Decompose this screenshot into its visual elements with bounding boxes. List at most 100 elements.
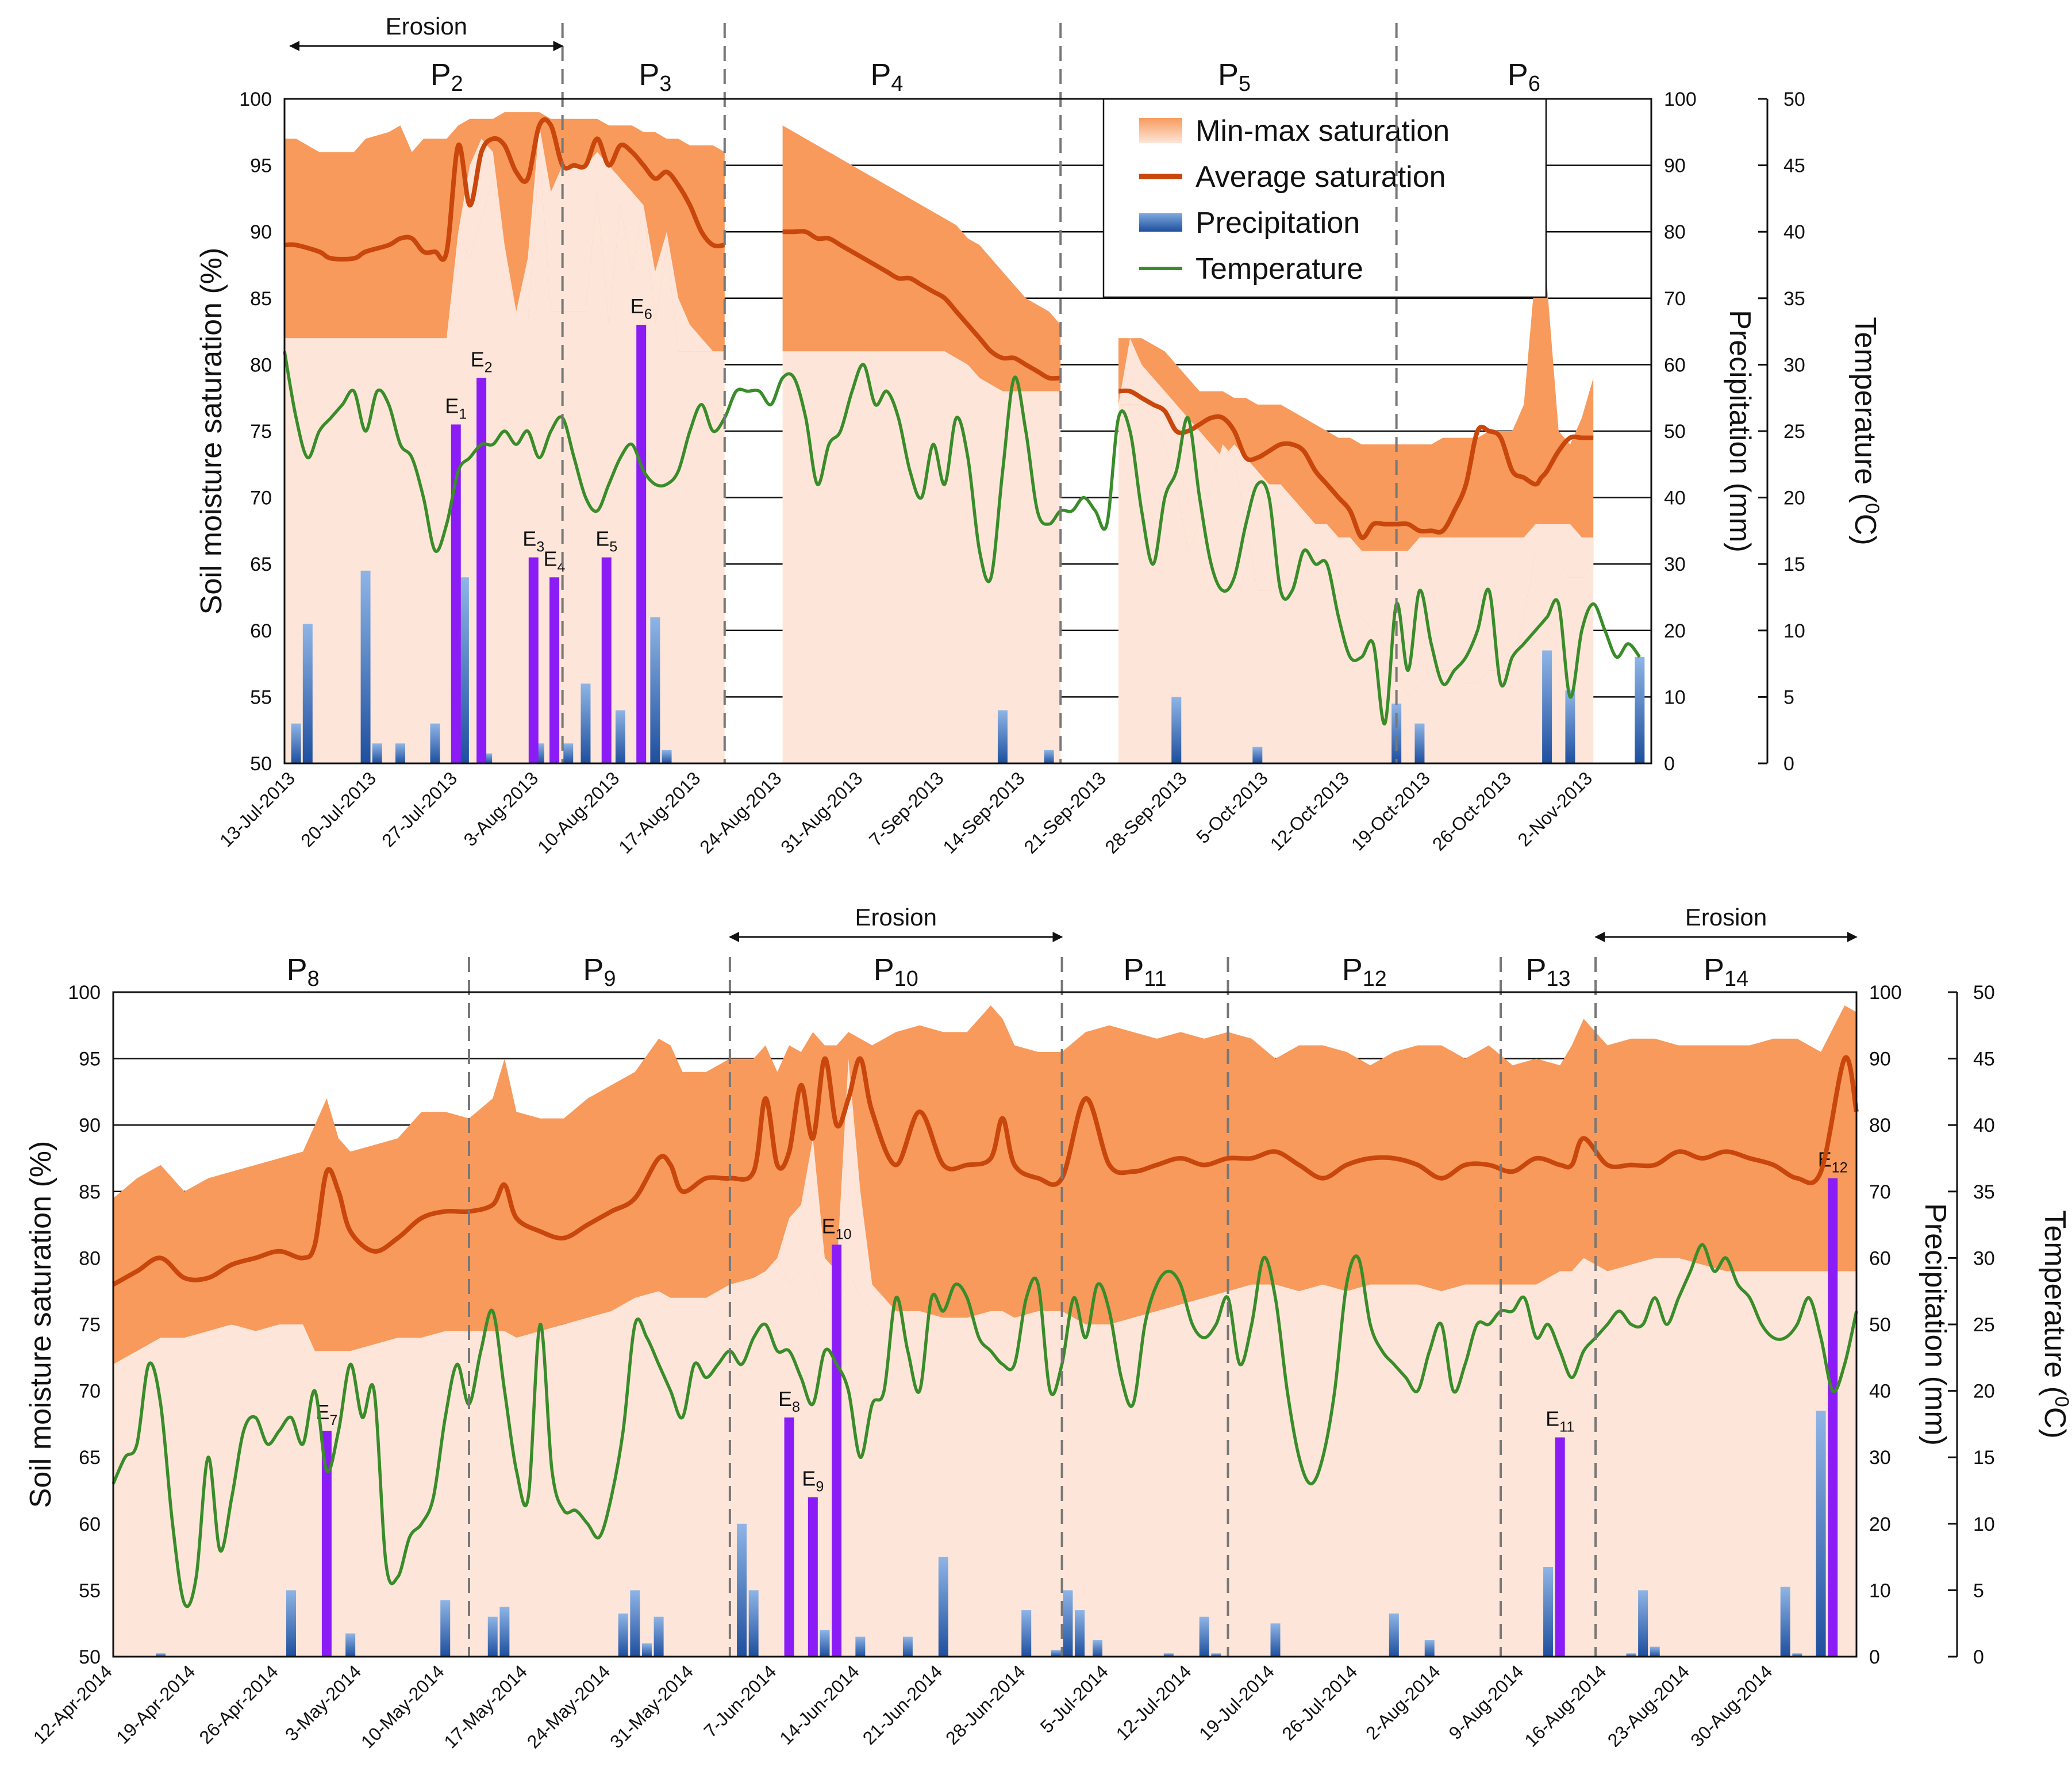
precipitation-bars: [291, 570, 1645, 763]
precipitation-bar: [1021, 1610, 1032, 1657]
precipitation-bar: [581, 683, 591, 763]
average-lines: [112, 1055, 1859, 1287]
precipitation-bar: [1093, 1640, 1103, 1657]
precipitation-bar: [630, 1590, 640, 1657]
temperature-line: [112, 1243, 1858, 1608]
left-tick-label: 90: [250, 221, 272, 243]
precipitation-bar: [641, 1643, 652, 1657]
period-label: P8: [287, 952, 320, 991]
period-label: P6: [1508, 57, 1540, 96]
precipitation-bar: [156, 1653, 166, 1657]
average-saturation-line: [284, 117, 725, 262]
precipitation-bar: [1063, 1590, 1073, 1657]
event-bar: [832, 1245, 842, 1657]
precipitation-axis: 0 10 20 30 40 50 60 70 80 90 100: [1664, 89, 1697, 775]
precip-tick-label: 80: [1869, 1115, 1891, 1136]
left-tick-label: 85: [250, 288, 272, 310]
temperature-axis-title: Temperature (0C): [1848, 317, 1883, 545]
event-label: E9: [802, 1467, 824, 1495]
legend-minmax-swatch: [1139, 118, 1182, 143]
period-labels: P2 P3 P4 P5 P6: [430, 57, 1540, 96]
left-tick-label: 60: [250, 620, 272, 642]
event-bar: [451, 424, 461, 763]
event-bar: [1555, 1437, 1565, 1657]
temperature-tick-label: 25: [1973, 1314, 1995, 1336]
precipitation-axis-title: Precipitation (mm): [1723, 310, 1756, 552]
min-spike-fill: [285, 125, 725, 352]
legend-precipitation-swatch: [1139, 213, 1182, 232]
left-tick-label: 50: [250, 753, 272, 775]
precipitation-bar: [1270, 1623, 1281, 1657]
precipitation-bar: [650, 617, 660, 763]
erosion-markers: Erosion: [289, 13, 564, 51]
precip-tick-label: 80: [1664, 221, 1686, 243]
precip-tick-label: 0: [1664, 753, 1675, 775]
precip-tick-label: 30: [1664, 554, 1686, 575]
precipitation-axis-title: Precipitation (mm): [1919, 1203, 1952, 1446]
temperature-tick-label: 45: [1783, 155, 1805, 177]
left-tick-label: 65: [250, 554, 272, 575]
left-tick-label: 100: [239, 89, 272, 110]
erosion-markers: Erosion Erosion: [729, 904, 1858, 942]
left-tick-label: 70: [79, 1381, 101, 1403]
precipitation-bar: [737, 1523, 747, 1657]
minmax-band: [285, 112, 725, 352]
event-bar: [476, 378, 487, 763]
left-tick-label: 95: [250, 155, 272, 177]
precipitation-bar: [459, 577, 469, 763]
temperature-axis: 0 5 10 15 20 25 30 35 40 45 50: [1758, 89, 1805, 775]
precip-tick-label: 70: [1664, 288, 1686, 310]
precipitation-bar: [1414, 723, 1425, 763]
erosion-label: Erosion: [855, 904, 937, 931]
left-axis: 50 55 60 65 70 75 80 85 90 95 100: [239, 89, 272, 775]
temperature-tick-label: 10: [1973, 1514, 1995, 1535]
event-label: E2: [471, 348, 493, 376]
temperature-tick-label: 45: [1973, 1048, 1995, 1070]
precip-tick-label: 0: [1869, 1646, 1880, 1668]
temperature-tick-label: 35: [1783, 288, 1805, 310]
legend-label-temperature: Temperature: [1195, 252, 1363, 286]
precipitation-bar: [1780, 1587, 1790, 1657]
precipitation-bar: [395, 743, 406, 763]
temperature-tick-label: 40: [1973, 1115, 1995, 1136]
erosion-label: Erosion: [1685, 904, 1767, 931]
saturation-areas: [285, 112, 1594, 764]
precip-tick-label: 10: [1664, 686, 1686, 708]
event-label: E6: [631, 294, 652, 322]
precipitation-bar: [1816, 1411, 1826, 1657]
plot-frame: [283, 98, 1652, 765]
precipitation-bar: [653, 1616, 664, 1657]
precipitation-bar: [1543, 1566, 1554, 1657]
left-tick-label: 80: [79, 1247, 101, 1269]
precipitation-bar: [902, 1637, 913, 1657]
event-label: E3: [522, 527, 544, 555]
plot-frame: [112, 991, 1858, 1658]
event-bar: [528, 557, 539, 763]
temperature-tick-label: 15: [1973, 1447, 1995, 1469]
precipitation-axis: 0 10 20 30 40 50 60 70 80 90 100: [1869, 982, 1902, 1668]
precipitation-bar: [1635, 657, 1645, 763]
period-dividers: [561, 23, 1398, 763]
precip-tick-label: 90: [1869, 1048, 1891, 1070]
precipitation-bar: [1075, 1610, 1085, 1657]
temperature-tick-label: 50: [1783, 89, 1805, 110]
event-bar: [549, 577, 560, 763]
precip-tick-label: 20: [1664, 620, 1686, 642]
left-tick-label: 90: [79, 1115, 101, 1136]
left-tick-label: 50: [79, 1646, 101, 1668]
precip-tick-label: 100: [1869, 982, 1902, 1004]
temperature-axis: 0 5 10 15 20 25 30 35 40 45 50: [1948, 982, 1995, 1668]
temperature-tick-label: 15: [1783, 554, 1805, 575]
period-label: P12: [1342, 952, 1387, 991]
left-tick-label: 100: [68, 982, 101, 1004]
legend-label-minmax: Min-max saturation: [1195, 114, 1450, 148]
precip-tick-label: 90: [1664, 155, 1686, 177]
temperature-tick-label: 10: [1783, 620, 1805, 642]
precipitation-bar: [372, 743, 382, 763]
below-min-fill: [782, 351, 1061, 763]
left-tick-label: 55: [250, 686, 272, 708]
precipitation-bar: [997, 710, 1008, 763]
precipitation-bar: [286, 1590, 296, 1657]
